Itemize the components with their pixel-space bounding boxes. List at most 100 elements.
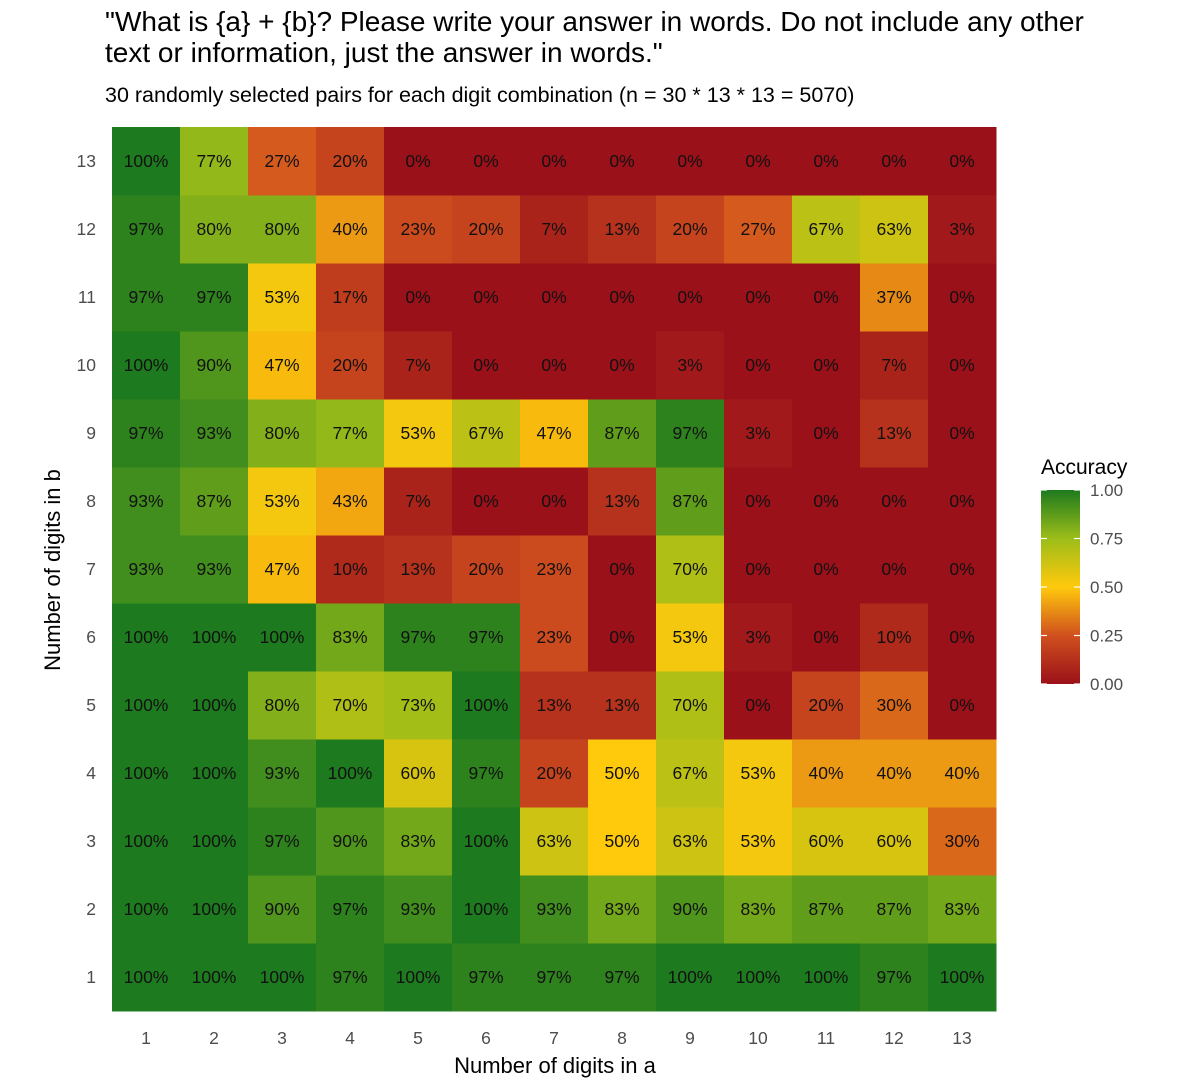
heatmap-cell-a3-b2 [248,875,317,944]
cell-label-a6-b10: 0% [473,355,498,375]
heatmap-cell-a13-b11 [928,263,997,332]
heatmap-cell-a11-b13 [792,127,861,196]
cell-label-a8-b11: 0% [609,287,634,307]
cell-label-a8-b9: 87% [604,423,639,443]
heatmap-cell-a9-b10 [656,331,725,400]
heatmap-cell-a5-b11 [384,263,453,332]
heatmap-cell-a5-b3 [384,807,453,876]
cell-label-a9-b2: 90% [672,899,707,919]
cell-label-a6-b9: 67% [468,423,503,443]
cell-label-a13-b10: 0% [949,355,974,375]
heatmap-cell-a4-b6 [316,603,385,672]
heatmap-cell-a4-b10 [316,331,385,400]
cell-label-a13-b2: 83% [944,899,979,919]
heatmap-cell-a13-b7 [928,535,997,604]
heatmap-cell-a7-b5 [520,671,589,740]
legend-tick-label: 1.00 [1090,481,1123,500]
heatmap-cell-a12-b12 [860,195,929,264]
heatmap-cell-a2-b12 [180,195,249,264]
legend-tick-label: 0.50 [1090,578,1123,597]
cell-label-a7-b12: 7% [541,219,566,239]
cell-label-a10-b9: 3% [745,423,770,443]
heatmap-cell-a3-b11 [248,263,317,332]
cell-label-a11-b1: 100% [804,967,849,987]
cell-label-a8-b2: 83% [604,899,639,919]
heatmap-cell-a10-b5 [724,671,793,740]
heatmap-cells [112,127,997,1012]
cell-label-a3-b3: 97% [264,831,299,851]
heatmap-cell-a11-b11 [792,263,861,332]
cell-label-a6-b7: 20% [468,559,503,579]
heatmap-cell-a9-b13 [656,127,725,196]
x-tick-label: 2 [209,1028,219,1048]
heatmap-cell-a6-b6 [452,603,521,672]
heatmap-cell-a2-b6 [180,603,249,672]
cell-label-a10-b8: 0% [745,491,770,511]
cell-label-a9-b8: 87% [672,491,707,511]
heatmap-cell-a5-b10 [384,331,453,400]
cell-label-a13-b11: 0% [949,287,974,307]
heatmap-cell-a5-b8 [384,467,453,536]
heatmap-cell-a13-b10 [928,331,997,400]
heatmap-cell-a6-b3 [452,807,521,876]
cell-label-a5-b9: 53% [400,423,435,443]
cell-label-a2-b13: 77% [196,151,231,171]
y-tick-label: 13 [77,151,96,171]
cell-label-a11-b8: 0% [813,491,838,511]
heatmap-cell-a7-b7 [520,535,589,604]
x-tick-label: 10 [748,1028,768,1048]
cell-label-a8-b12: 13% [604,219,639,239]
heatmap-cell-a6-b13 [452,127,521,196]
heatmap-cell-a1-b10 [112,331,181,400]
heatmap-cell-a12-b10 [860,331,929,400]
heatmap-cell-a2-b9 [180,399,249,468]
cell-label-a5-b13: 0% [405,151,430,171]
cell-label-a10-b7: 0% [745,559,770,579]
legend-tick-label: 0.75 [1090,530,1123,549]
y-tick-label: 2 [86,899,96,919]
cell-label-a2-b3: 100% [192,831,237,851]
y-tick-label: 1 [86,967,96,987]
legend: Accuracy 1.00 0.75 0.50 0.25 0.00 [1041,456,1128,694]
heatmap-cell-a4-b7 [316,535,385,604]
heatmap-cell-a8-b13 [588,127,657,196]
cell-label-a11-b7: 0% [813,559,838,579]
heatmap-cell-a8-b1 [588,943,657,1012]
cell-label-a4-b13: 20% [332,151,367,171]
heatmap-cell-a6-b7 [452,535,521,604]
cell-label-a3-b9: 80% [264,423,299,443]
cell-label-a10-b12: 27% [740,219,775,239]
cell-label-a6-b1: 97% [468,967,503,987]
cell-label-a7-b6: 23% [536,627,571,647]
cell-label-a10-b1: 100% [736,967,781,987]
cell-label-a13-b13: 0% [949,151,974,171]
cell-label-a13-b8: 0% [949,491,974,511]
heatmap-cell-a13-b12 [928,195,997,264]
cell-label-a9-b6: 53% [672,627,707,647]
cell-label-a6-b5: 100% [464,695,509,715]
heatmap-cell-a7-b13 [520,127,589,196]
heatmap-cell-a3-b3 [248,807,317,876]
heatmap-cell-a8-b7 [588,535,657,604]
heatmap-cell-a8-b2 [588,875,657,944]
heatmap-cell-a1-b12 [112,195,181,264]
cell-label-a12-b11: 37% [876,287,911,307]
heatmap-cell-a11-b9 [792,399,861,468]
x-axis-title: Number of digits in a [454,1053,657,1078]
heatmap-cell-a2-b13 [180,127,249,196]
cell-label-a3-b11: 53% [264,287,299,307]
x-tick-label: 5 [413,1028,423,1048]
heatmap-cell-a6-b4 [452,739,521,808]
cell-label-a3-b5: 80% [264,695,299,715]
cell-label-a9-b1: 100% [668,967,713,987]
x-tick-label: 4 [345,1028,355,1048]
heatmap-cell-labels: 100% 100% 100% 97% 100% 97% 97% 97% 100% 100% 100%… [124,151,985,987]
cell-label-a6-b2: 100% [464,899,509,919]
heatmap-cell-a11-b5 [792,671,861,740]
heatmap-cell-a13-b2 [928,875,997,944]
cell-label-a5-b2: 93% [400,899,435,919]
heatmap-cell-a13-b9 [928,399,997,468]
heatmap-cell-a12-b2 [860,875,929,944]
cell-label-a13-b4: 40% [944,763,979,783]
cell-label-a5-b1: 100% [396,967,441,987]
